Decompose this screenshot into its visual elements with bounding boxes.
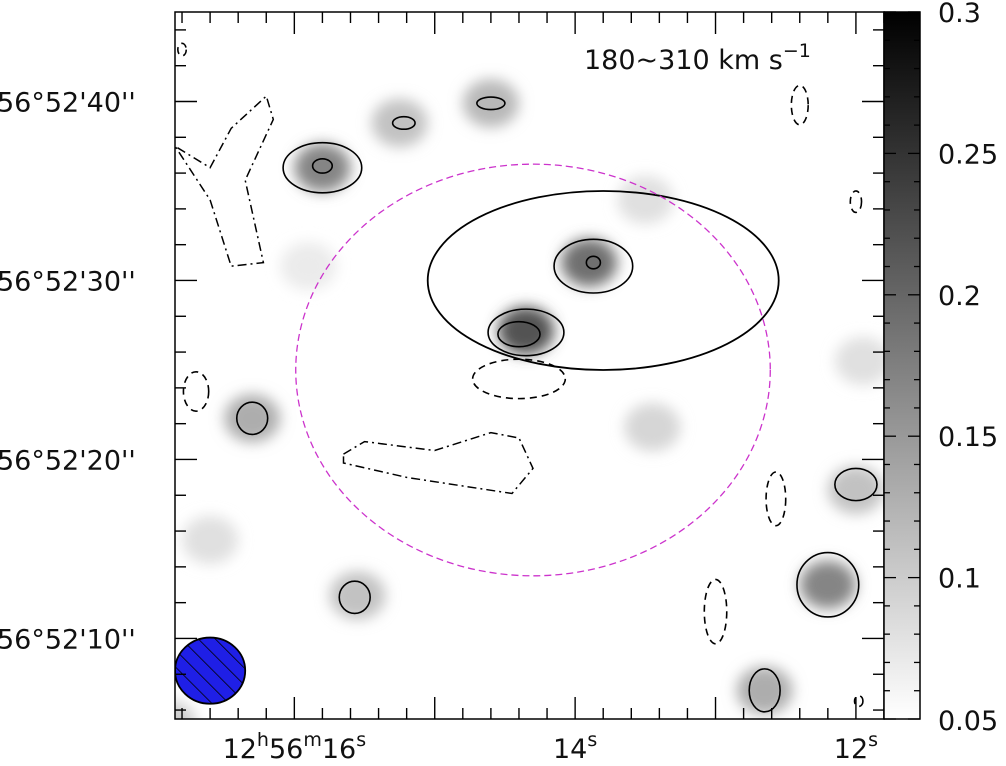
colorbar-tick-label: 0.05: [938, 706, 998, 737]
positive-contour: [748, 668, 781, 713]
x-tick-label-part: 16: [322, 734, 356, 765]
velocity-label-exponent: −1: [783, 40, 811, 62]
x-tick-label: 12s: [834, 729, 878, 765]
positive-contour: [391, 115, 416, 131]
y-tick-label: 56°52'10'': [0, 624, 136, 655]
positive-contour: [338, 580, 371, 615]
aperture-ellipse: [426, 190, 780, 371]
velocity-label: 180~310 km s−1: [584, 40, 811, 76]
intensity-blob: [799, 560, 856, 609]
colorbar-tick-label: 0.15: [938, 422, 998, 453]
primary-beam-circle: [295, 163, 771, 577]
negative-contour: [790, 84, 809, 126]
intensity-blob: [280, 242, 337, 291]
positive-contour: [282, 141, 363, 194]
intensity-blob: [224, 394, 281, 443]
negative-contour: [765, 471, 787, 527]
colorbar-tick-label: 0.1: [938, 564, 981, 595]
intensity-blob: [624, 403, 681, 452]
intensity-blob: [371, 98, 428, 147]
x-tick-label-part: s: [868, 729, 878, 751]
positive-contour: [497, 320, 541, 348]
x-tick-label: 14s: [553, 729, 597, 765]
positive-contour: [553, 238, 634, 294]
intensity-blob: [834, 337, 884, 386]
negative-contour: [853, 694, 864, 708]
positive-contour: [796, 551, 860, 618]
intensity-blob: [175, 701, 196, 719]
x-tick-label-part: h: [257, 729, 269, 751]
plot-background: [175, 12, 884, 719]
colorbar-ticks: [884, 11, 920, 720]
y-tick-label: 56°52'20'': [0, 445, 136, 476]
intensity-blob: [294, 143, 351, 192]
intensity-blob: [462, 79, 519, 128]
x-tick-label-part: s: [587, 729, 597, 751]
positive-contour: [311, 157, 334, 174]
intensity-blob: [827, 465, 884, 514]
negative-contour: [177, 42, 188, 57]
intensity-blob: [497, 306, 554, 355]
negative-contour: [849, 190, 863, 214]
x-tick-label-part: m: [303, 729, 322, 751]
synthesized-beam: [175, 636, 247, 705]
x-tick-label-part: 12: [223, 734, 257, 765]
y-tick-labels: 56°52'40'' 56°52'30'' 56°52'20'' 56°52'10'': [0, 87, 136, 655]
positive-contour: [487, 308, 565, 357]
intensity-blob: [329, 571, 386, 620]
positive-contour: [585, 255, 602, 270]
positive-contour: [834, 467, 878, 502]
x-tick-labels: 12h56m16s 14s 12s: [223, 729, 878, 765]
intensity-blob: [561, 238, 618, 287]
colorbar: [883, 11, 921, 720]
positive-contour: [235, 401, 269, 436]
y-tick-label: 56°52'40'': [0, 87, 136, 118]
axis-ticks: [175, 12, 885, 719]
negative-contour: [182, 370, 210, 412]
negative-contour: [703, 578, 728, 645]
intensity-blob: [182, 516, 239, 565]
x-tick-label-part: 14: [553, 734, 587, 765]
colorbar-tick-labels: 0.3 0.25 0.2 0.15 0.1 0.05: [938, 0, 998, 737]
x-tick-label-part: s: [356, 729, 366, 751]
colorbar-tick-label: 0.3: [938, 0, 981, 29]
intensity-blob: [617, 175, 674, 224]
colorbar-tick-label: 0.25: [938, 139, 998, 170]
dashdot-contour: [342, 431, 534, 495]
negative-contour: [671, 0, 691, 3]
dashdot-contour: [175, 94, 275, 268]
y-tick-label: 56°52'30'': [0, 266, 136, 297]
intensity-blob: [736, 666, 793, 715]
x-tick-label: 12h56m16s: [223, 729, 367, 765]
colorbar-tick-label: 0.2: [938, 281, 981, 312]
beam-overlays: [175, 163, 780, 705]
x-tick-label-part: 12: [834, 734, 868, 765]
positive-contours: [235, 96, 878, 713]
dashdot-contours: [175, 94, 534, 495]
x-tick-label-part: 56: [269, 734, 303, 765]
positive-contour: [476, 96, 506, 111]
